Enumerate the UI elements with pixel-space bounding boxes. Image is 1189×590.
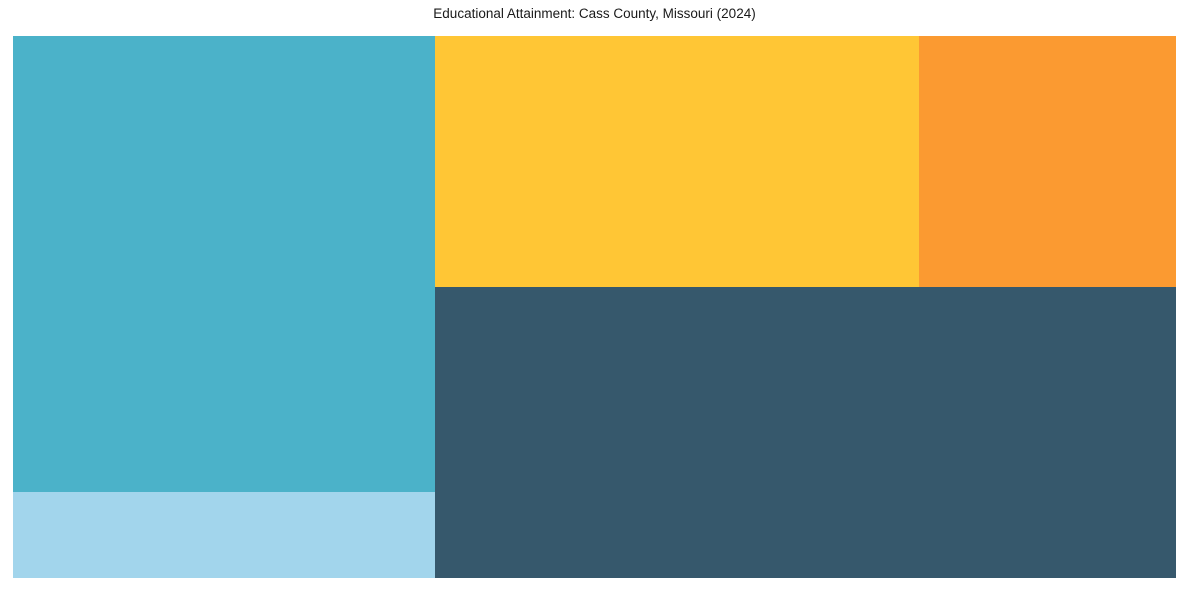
chart-title: Educational Attainment: Cass County, Mis… [433, 6, 756, 21]
treemap-tile[interactable]: Less than high school diploma [13, 492, 435, 578]
treemap-plot-area: Some college or associate's degreeHigh s… [13, 36, 1176, 578]
treemap-tile[interactable]: High school graduate (includes equivalen… [13, 36, 435, 492]
treemap-tile[interactable]: Some college or associate's degree [435, 287, 1176, 578]
treemap-tile[interactable]: Graduate or professional degree [919, 36, 1176, 287]
treemap-tile[interactable]: Bachelor's degree [435, 36, 919, 287]
